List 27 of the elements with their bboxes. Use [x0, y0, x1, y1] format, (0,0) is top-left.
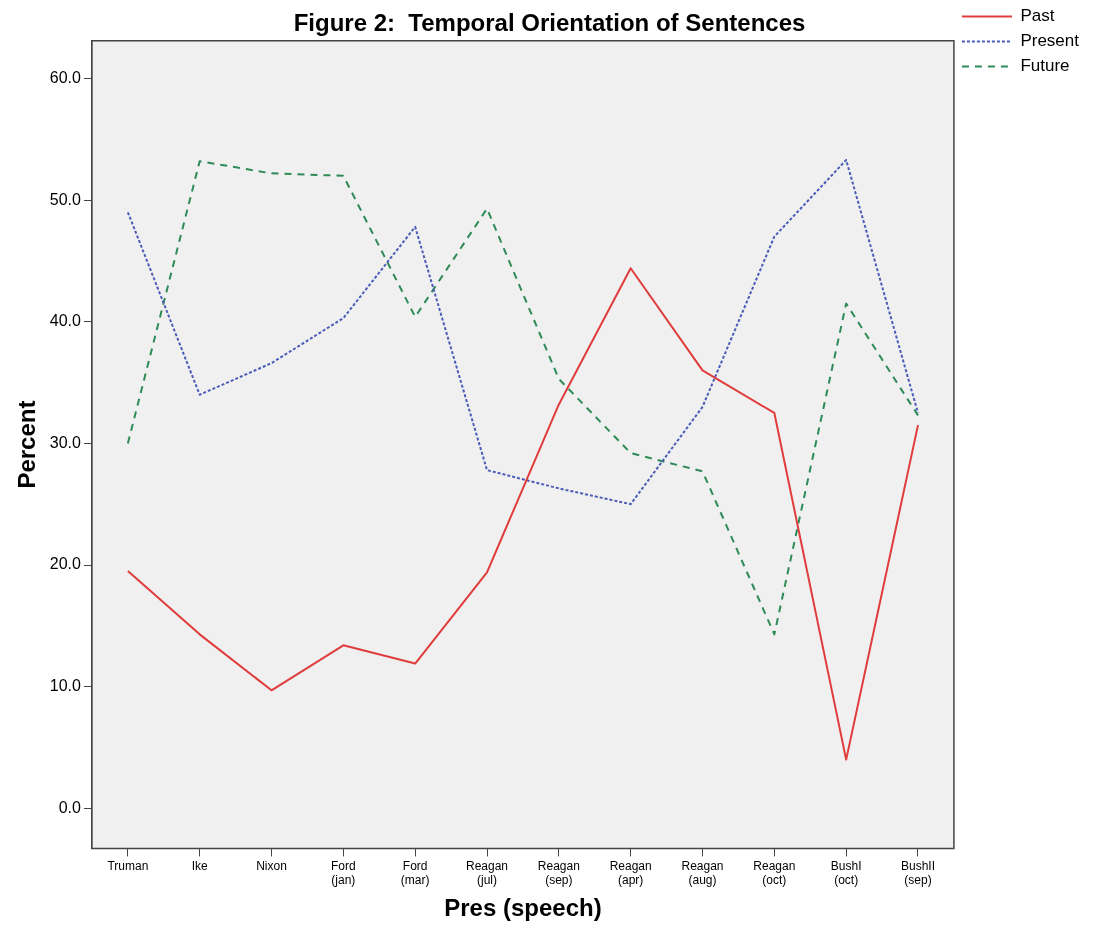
x-tick-label: Nixon — [256, 858, 287, 873]
x-tick-label: BushII (sep) — [900, 858, 936, 888]
line-series — [126, 160, 919, 636]
legend-label: Future — [1020, 56, 1070, 76]
x-tick-label: Ford (mar) — [400, 858, 430, 888]
x-tick-label: Ike — [191, 858, 209, 873]
legend-label: Past — [1020, 6, 1055, 26]
y-axis-title: Percent — [13, 400, 41, 489]
x-axis-title: Pres (speech) — [444, 894, 602, 922]
y-tick-label: 30.0 — [49, 433, 82, 451]
legend-label: Present — [1020, 31, 1080, 51]
y-tick-label: 60.0 — [49, 68, 82, 86]
x-tick-label: BushI (oct) — [830, 858, 862, 888]
y-tick-label: 0.0 — [58, 798, 82, 816]
x-tick-label: Reagan (oct) — [753, 858, 796, 888]
x-tick-label: Truman — [107, 858, 149, 873]
y-tick-label: 20.0 — [49, 555, 82, 573]
x-tick-label: Reagan (apr) — [609, 858, 652, 888]
x-tick-label: Reagan (sep) — [537, 858, 580, 888]
y-tick-label: 50.0 — [49, 190, 82, 208]
y-tick-label: 10.0 — [49, 677, 82, 695]
x-tick-label: Reagan (jul) — [465, 858, 509, 888]
line-series — [126, 158, 919, 506]
x-tick-label: Reagan (aug) — [681, 858, 724, 888]
x-tick-label: Ford (jan) — [331, 858, 356, 888]
chart-title: Figure 2: Temporal Orientation of Sentences — [293, 9, 806, 37]
y-tick-label: 40.0 — [49, 312, 82, 330]
